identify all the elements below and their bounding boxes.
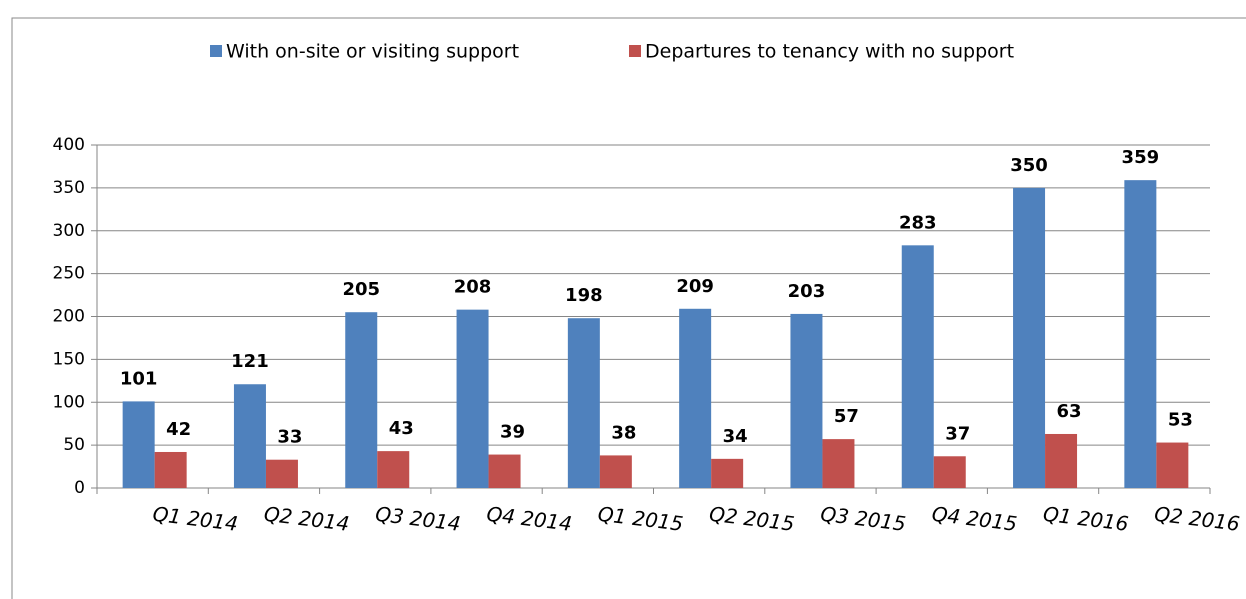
value-label: 283 <box>899 212 937 233</box>
y-tick-label: 350 <box>53 178 85 198</box>
y-tick-label: 0 <box>74 478 85 498</box>
y-tick-label: 50 <box>63 435 85 455</box>
legend-label: Departures to tenancy with no support <box>645 41 1014 63</box>
bar <box>567 318 600 488</box>
bar <box>679 308 712 488</box>
y-tick-label: 150 <box>53 349 85 369</box>
bar <box>265 459 298 488</box>
value-label: 101 <box>120 368 158 389</box>
value-label: 38 <box>611 422 636 443</box>
value-label: 39 <box>500 422 525 443</box>
value-label: 208 <box>454 277 492 298</box>
value-label: 43 <box>389 418 414 439</box>
y-tick-label: 100 <box>53 392 85 412</box>
y-tick-label: 300 <box>53 221 85 241</box>
bar <box>822 439 855 488</box>
value-label: 203 <box>788 281 826 302</box>
y-tick-label: 250 <box>53 264 85 284</box>
bar <box>233 384 266 488</box>
bar <box>599 455 632 488</box>
legend-swatch <box>210 45 222 57</box>
y-tick-label: 400 <box>53 135 85 155</box>
value-label: 42 <box>166 419 191 440</box>
value-label: 359 <box>1122 147 1160 168</box>
bar <box>1045 433 1078 488</box>
value-label: 205 <box>342 279 380 300</box>
bar <box>345 312 378 488</box>
bar <box>1124 180 1157 488</box>
value-label: 198 <box>565 285 603 306</box>
bar <box>790 313 823 488</box>
bar <box>122 401 155 488</box>
bar <box>488 454 521 488</box>
bar <box>1013 187 1046 488</box>
value-label: 57 <box>834 406 859 427</box>
value-label: 53 <box>1168 410 1193 431</box>
bar <box>456 309 489 488</box>
bar <box>901 245 934 488</box>
bar <box>377 451 410 488</box>
bar <box>933 456 966 488</box>
value-label: 33 <box>277 427 302 448</box>
value-label: 209 <box>676 276 714 297</box>
value-label: 121 <box>231 351 269 372</box>
bar <box>1156 442 1189 488</box>
value-label: 34 <box>723 426 748 447</box>
value-label: 63 <box>1057 401 1082 422</box>
value-label: 37 <box>945 423 970 444</box>
bar <box>711 458 744 488</box>
value-label: 350 <box>1010 155 1048 176</box>
legend-label: With on-site or visiting support <box>226 41 519 63</box>
bar <box>154 451 187 488</box>
legend-swatch <box>629 45 641 57</box>
y-tick-label: 200 <box>53 307 85 327</box>
